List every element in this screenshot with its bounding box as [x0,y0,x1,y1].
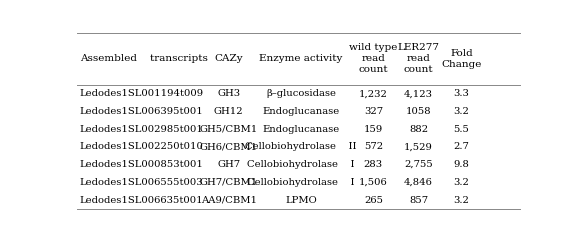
Text: LPMO: LPMO [285,196,317,204]
Text: LER277
read
count: LER277 read count [398,43,440,75]
Text: Fold
Change: Fold Change [441,49,482,69]
Text: Cellobiohydrolase    II: Cellobiohydrolase II [245,142,357,151]
Text: 3.2: 3.2 [454,107,469,116]
Text: Cellobiohydrolase    I: Cellobiohydrolase I [247,160,355,169]
Text: 327: 327 [364,107,383,116]
Text: 572: 572 [364,142,383,151]
Text: GH3: GH3 [217,89,240,98]
Text: Endoglucanase: Endoglucanase [262,107,340,116]
Text: 1,506: 1,506 [359,178,388,187]
Text: 5.5: 5.5 [454,125,469,134]
Text: 3.3: 3.3 [454,89,469,98]
Text: GH6/CBM1: GH6/CBM1 [200,142,258,151]
Text: CAZy: CAZy [215,54,243,63]
Text: 1,529: 1,529 [404,142,433,151]
Text: 3.2: 3.2 [454,178,469,187]
Text: Cellobiohydrolase    I: Cellobiohydrolase I [247,178,355,187]
Text: Endoglucanase: Endoglucanase [262,125,340,134]
Text: 2,755: 2,755 [404,160,433,169]
Text: 2.7: 2.7 [454,142,469,151]
Text: 283: 283 [364,160,383,169]
Text: wild type
read
count: wild type read count [349,43,398,75]
Text: 265: 265 [364,196,383,204]
Text: GH12: GH12 [214,107,244,116]
Text: Ledodes1SL002985t001: Ledodes1SL002985t001 [80,125,203,134]
Text: 1058: 1058 [406,107,431,116]
Text: Ledodes1SL006395t001: Ledodes1SL006395t001 [80,107,203,116]
Text: 1,232: 1,232 [359,89,388,98]
Text: Enzyme activity: Enzyme activity [259,54,343,63]
Text: Assembled    transcripts: Assembled transcripts [80,54,208,63]
Text: 159: 159 [364,125,383,134]
Text: GH7: GH7 [217,160,240,169]
Text: 857: 857 [409,196,428,204]
Text: GH7/CBM1: GH7/CBM1 [199,178,258,187]
Text: Ledodes1SL001194t009: Ledodes1SL001194t009 [80,89,204,98]
Text: 4,123: 4,123 [404,89,433,98]
Text: 9.8: 9.8 [454,160,469,169]
Text: Ledodes1SL000853t001: Ledodes1SL000853t001 [80,160,203,169]
Text: β–glucosidase: β–glucosidase [266,89,336,98]
Text: Ledodes1SL006555t003: Ledodes1SL006555t003 [80,178,203,187]
Text: AA9/CBM1: AA9/CBM1 [201,196,257,204]
Text: GH5/CBM1: GH5/CBM1 [199,125,258,134]
Text: 882: 882 [409,125,428,134]
Text: Ledodes1SL002250t010: Ledodes1SL002250t010 [80,142,203,151]
Text: 3.2: 3.2 [454,196,469,204]
Text: Ledodes1SL006635t001: Ledodes1SL006635t001 [80,196,203,204]
Text: 4,846: 4,846 [404,178,433,187]
